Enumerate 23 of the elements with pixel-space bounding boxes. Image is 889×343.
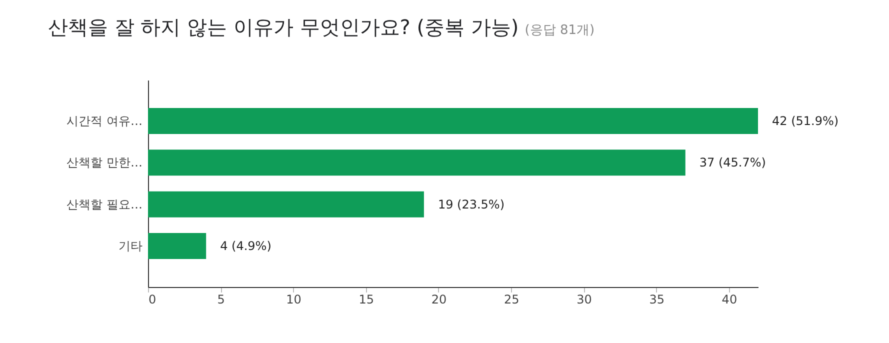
y-tick-label: 산책할 필요… <box>66 197 142 212</box>
x-tick-label: 20 <box>431 292 447 306</box>
x-tick-label: 25 <box>504 292 520 306</box>
x-tick-label: 40 <box>722 292 738 306</box>
bar <box>148 233 206 260</box>
chart-subtitle: (응답 81개) <box>524 23 595 38</box>
bar <box>148 150 686 176</box>
y-tick-label: 시간적 여유… <box>66 114 142 128</box>
x-tick-label: 35 <box>649 292 664 306</box>
x-tick-label: 15 <box>358 292 374 306</box>
bar <box>148 108 758 134</box>
y-tick-label: 기타 <box>118 239 142 254</box>
data-label: 19 (23.5%) <box>438 197 505 212</box>
x-tick-label: 10 <box>286 292 302 306</box>
data-label: 42 (51.9%) <box>772 114 839 128</box>
bar <box>148 191 424 218</box>
data-label: 37 (45.7%) <box>699 156 766 170</box>
chart-title: 산책을 잘 하지 않는 이유가 무엇인가요? (중복 가능) <box>48 15 519 39</box>
x-tick-label: 5 <box>217 292 225 306</box>
y-tick-label: 산책할 만한… <box>66 156 142 170</box>
x-tick-label: 0 <box>148 292 156 306</box>
data-label: 4 (4.9%) <box>220 239 272 254</box>
x-tick-label: 30 <box>576 292 592 306</box>
